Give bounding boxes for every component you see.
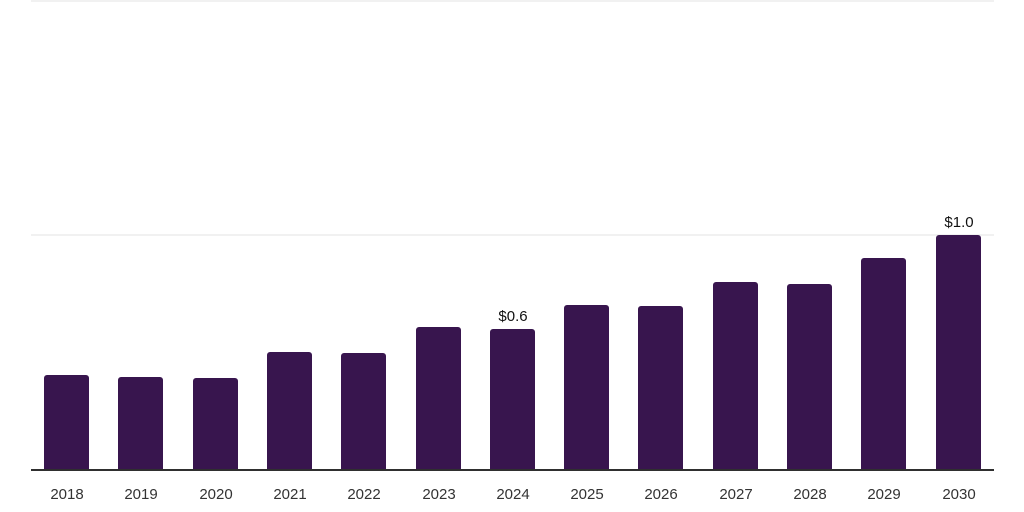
gridline-y-1 — [31, 234, 994, 236]
x-axis-line — [31, 469, 994, 471]
x-tick-label-2028: 2028 — [793, 486, 827, 503]
bar-2020 — [193, 378, 238, 469]
bar-2027 — [713, 282, 758, 469]
x-tick-label-2023: 2023 — [422, 486, 456, 503]
x-tick-label-2024: 2024 — [496, 486, 530, 503]
bar-value-label-2030: $1.0 — [944, 214, 974, 231]
bar-2028 — [787, 284, 832, 469]
x-tick-label-2021: 2021 — [273, 486, 307, 503]
x-tick-label-2030: 2030 — [942, 486, 976, 503]
bar-2021 — [267, 352, 312, 469]
bar-2024 — [490, 329, 535, 469]
bar-2030 — [936, 235, 981, 469]
x-tick-label-2026: 2026 — [644, 486, 678, 503]
x-tick-label-2029: 2029 — [867, 486, 901, 503]
x-tick-label-2022: 2022 — [347, 486, 381, 503]
x-tick-label-2019: 2019 — [124, 486, 158, 503]
x-tick-label-2018: 2018 — [50, 486, 84, 503]
gridline-y-2 — [31, 0, 994, 2]
bar-2018 — [44, 375, 89, 469]
bar-2019 — [118, 377, 163, 469]
bar-2029 — [861, 258, 906, 469]
bar-2026 — [638, 306, 683, 469]
x-tick-label-2025: 2025 — [570, 486, 604, 503]
bar-value-label-2024: $0.6 — [498, 308, 528, 325]
bar-2025 — [564, 305, 609, 469]
x-tick-label-2020: 2020 — [199, 486, 233, 503]
bar-2022 — [341, 353, 386, 469]
x-tick-label-2027: 2027 — [719, 486, 753, 503]
bar-2023 — [416, 327, 461, 469]
